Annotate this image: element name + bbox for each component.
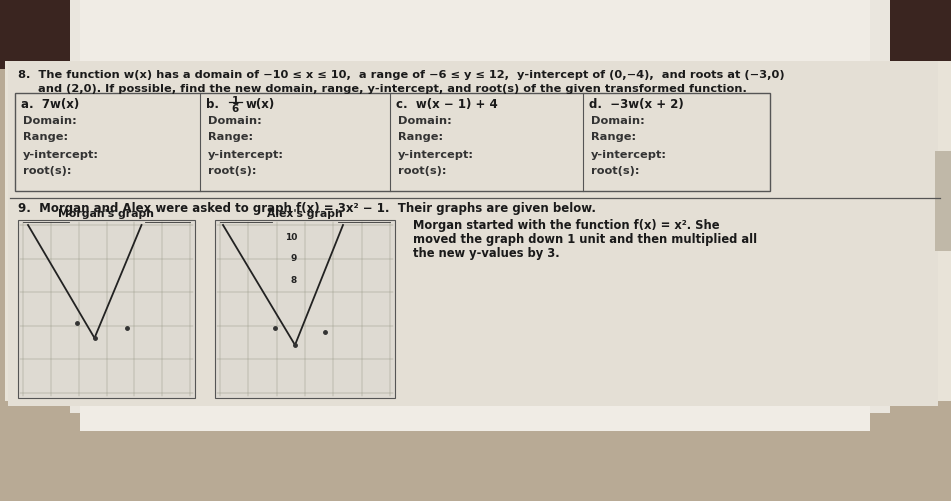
Text: a.  7w(x): a. 7w(x) bbox=[21, 98, 79, 111]
Text: 9.  Morgan and Alex were asked to graph f(x) = 3x² − 1.  Their graphs are given : 9. Morgan and Alex were asked to graph f… bbox=[18, 201, 596, 214]
Text: Range:: Range: bbox=[208, 132, 253, 142]
Text: Domain:: Domain: bbox=[208, 116, 262, 126]
Bar bbox=[70, 0, 890, 413]
Text: y-intercept:: y-intercept: bbox=[398, 150, 474, 160]
Bar bbox=[5, 62, 951, 401]
Text: 9: 9 bbox=[291, 254, 297, 263]
Text: Range:: Range: bbox=[398, 132, 443, 142]
Text: root(s):: root(s): bbox=[398, 166, 447, 176]
Bar bbox=[80, 0, 870, 431]
Text: Range:: Range: bbox=[23, 132, 68, 142]
Bar bbox=[8, 62, 938, 406]
Bar bbox=[18, 220, 195, 398]
Text: 6: 6 bbox=[231, 104, 239, 114]
Text: the new y-values by 3.: the new y-values by 3. bbox=[413, 246, 559, 260]
Text: 1: 1 bbox=[231, 96, 239, 106]
Bar bbox=[0, 0, 951, 72]
Text: Domain:: Domain: bbox=[23, 116, 77, 126]
Text: moved the graph down 1 unit and then multiplied all: moved the graph down 1 unit and then mul… bbox=[413, 232, 757, 245]
Text: c.  w(x − 1) + 4: c. w(x − 1) + 4 bbox=[396, 98, 497, 111]
Bar bbox=[215, 220, 395, 398]
Text: Alex's graph: Alex's graph bbox=[267, 208, 343, 218]
Text: 8: 8 bbox=[291, 275, 297, 284]
Text: b.: b. bbox=[206, 98, 227, 111]
Bar bbox=[935, 152, 951, 252]
Text: and (2,0). If possible, find the new domain, range, y-intercept, and root(s) of : and (2,0). If possible, find the new dom… bbox=[18, 84, 747, 94]
Text: y-intercept:: y-intercept: bbox=[208, 150, 284, 160]
Bar bbox=[15, 94, 770, 191]
Text: root(s):: root(s): bbox=[591, 166, 639, 176]
Text: root(s):: root(s): bbox=[208, 166, 257, 176]
Text: Morgan started with the function f(x) = x². She: Morgan started with the function f(x) = … bbox=[413, 218, 720, 231]
Text: 10: 10 bbox=[284, 232, 297, 241]
Text: y-intercept:: y-intercept: bbox=[23, 150, 99, 160]
Text: w(x): w(x) bbox=[246, 98, 275, 111]
Text: Domain:: Domain: bbox=[591, 116, 645, 126]
Text: Morgan's graph: Morgan's graph bbox=[59, 208, 154, 218]
Text: Domain:: Domain: bbox=[398, 116, 452, 126]
Text: 8.  The function w(x) has a domain of −10 ≤ x ≤ 10,  a range of −6 ≤ y ≤ 12,  y-: 8. The function w(x) has a domain of −10… bbox=[18, 70, 785, 80]
Text: d.  −3w(x + 2): d. −3w(x + 2) bbox=[589, 98, 684, 111]
Text: Range:: Range: bbox=[591, 132, 636, 142]
Bar bbox=[0, 70, 951, 501]
Text: root(s):: root(s): bbox=[23, 166, 71, 176]
Text: y-intercept:: y-intercept: bbox=[591, 150, 667, 160]
